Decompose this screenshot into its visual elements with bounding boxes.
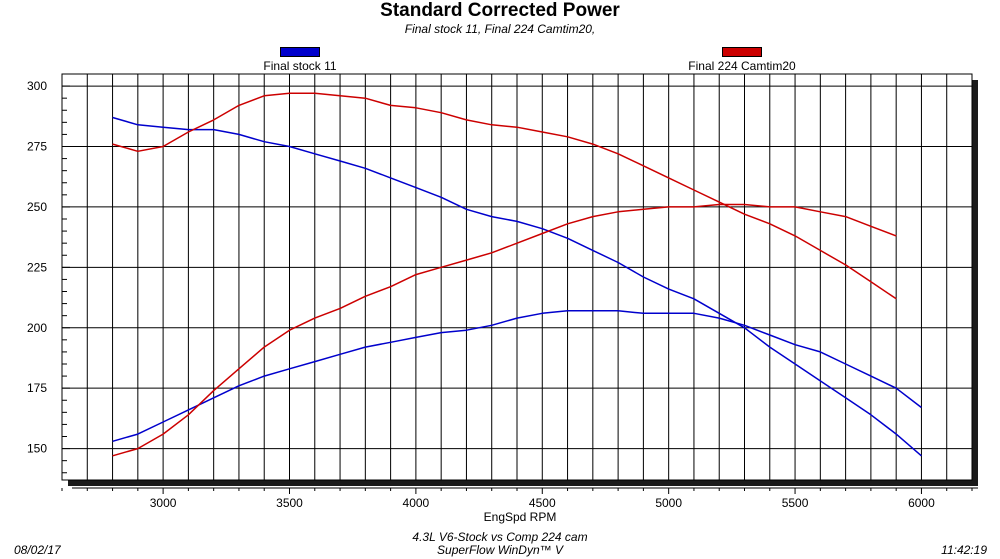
footer-description: 4.3L V6-Stock vs Comp 224 cam <box>412 530 588 544</box>
chart-title: Standard Corrected Power <box>380 0 620 21</box>
legend-label-stock: Final stock 11 <box>263 59 337 73</box>
y-axis-ticks: 150 175 200 225 250 275 300 <box>27 73 70 474</box>
chart-subtitle: Final stock 11, Final 224 Camtim20, <box>404 22 596 36</box>
footer-date: 08/02/17 <box>14 543 61 557</box>
x-tick-label: 4000 <box>403 496 430 510</box>
x-axis-label: EngSpd RPM <box>484 510 557 524</box>
y-tick-label: 250 <box>27 200 47 214</box>
y-tick-label: 150 <box>27 442 47 456</box>
y-tick-label: 275 <box>27 140 47 154</box>
x-axis: 3000 3500 4000 4500 5000 5500 6000 <box>61 487 978 510</box>
y-tick-label: 175 <box>27 381 47 395</box>
legend-swatch-stock <box>280 47 320 57</box>
series-lines <box>112 92 922 457</box>
series-line-stock-power <box>112 310 922 443</box>
legend-label-cam: Final 224 Camtim20 <box>688 59 796 73</box>
footer-software: SuperFlow WinDyn™ V <box>437 543 563 557</box>
x-tick-label: 5000 <box>655 496 682 510</box>
series-line-cam-power <box>112 203 897 457</box>
x-tick-label: 5500 <box>782 496 809 510</box>
legend-item-cam: Final 224 Camtim20 <box>662 47 822 73</box>
x-tick-label: 3000 <box>150 496 177 510</box>
y-tick-label: 225 <box>27 260 47 274</box>
x-tick-label: 6000 <box>908 496 935 510</box>
y-tick-label: 300 <box>27 79 47 93</box>
legend-swatch-cam <box>722 47 762 57</box>
footer-time: 11:42:19 <box>941 543 987 557</box>
legend-item-stock: Final stock 11 <box>230 47 370 73</box>
y-tick-label: 200 <box>27 321 47 335</box>
series-line-cam-torque <box>112 92 897 300</box>
series-line-stock-torque <box>112 116 922 457</box>
x-tick-label: 3500 <box>276 496 303 510</box>
x-tick-label: 4500 <box>529 496 556 510</box>
